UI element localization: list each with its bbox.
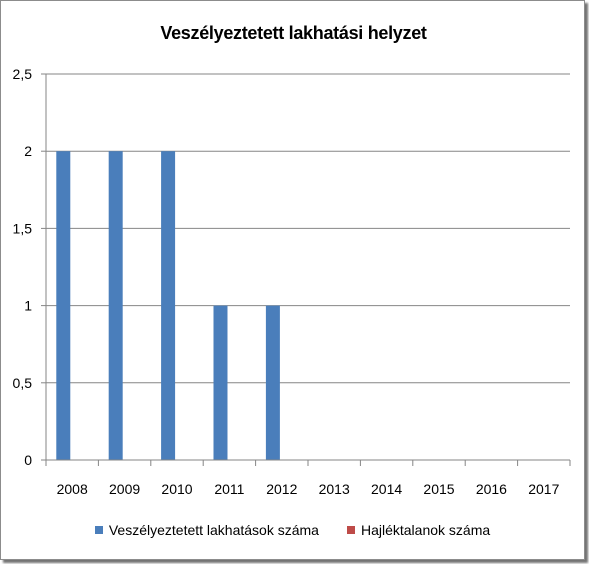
legend-label-series-1: Veszélyeztetett lakhatások száma — [108, 522, 319, 538]
x-tick-label-2010: 2010 — [161, 481, 192, 497]
x-tick-label-2012: 2012 — [266, 481, 297, 497]
bar-2012 — [265, 305, 280, 460]
y-tick-labels: 0 0,5 1 1,5 2 2,5 — [13, 66, 33, 468]
x-tick-label-2015: 2015 — [423, 481, 454, 497]
legend-item-series-1: Veszélyeztetett lakhatások száma — [94, 522, 319, 538]
y-tick-label-5: 2,5 — [13, 66, 33, 82]
x-tick-label-2008: 2008 — [57, 481, 88, 497]
legend: Veszélyeztetett lakhatások száma Hajlékt… — [0, 522, 585, 538]
legend-swatch-series-2 — [346, 526, 355, 534]
bar-2008 — [56, 151, 71, 460]
x-tick-labels: 2008 2009 2010 2011 2012 2013 2014 2015 2016 2017 — [57, 481, 560, 497]
legend-swatch-series-1 — [94, 526, 103, 534]
y-tick-label-3: 1,5 — [13, 220, 33, 236]
x-tick-label-2014: 2014 — [371, 481, 402, 497]
chart-title: Veszélyeztetett lakhatási helyzet — [160, 23, 427, 43]
gridlines — [41, 73, 570, 461]
legend-label-series-2: Hajléktalanok száma — [360, 522, 491, 538]
x-tick-label-2009: 2009 — [109, 481, 140, 497]
x-tick-label-2016: 2016 — [476, 481, 507, 497]
x-tick-label-2017: 2017 — [528, 481, 559, 497]
legend-item-series-2: Hajléktalanok száma — [346, 522, 491, 538]
bar-2010 — [161, 151, 176, 460]
y-tick-label-1: 0,5 — [13, 375, 33, 391]
bar-2011 — [213, 305, 228, 460]
bars — [56, 151, 280, 460]
x-tick-label-2011: 2011 — [214, 481, 244, 497]
y-tick-label-4: 2 — [24, 143, 32, 159]
x-tick-label-2013: 2013 — [319, 481, 350, 497]
y-tick-label-0: 0 — [24, 452, 32, 468]
y-tick-label-2: 1 — [24, 298, 32, 314]
bar-2009 — [108, 151, 123, 460]
axes — [45, 74, 571, 466]
